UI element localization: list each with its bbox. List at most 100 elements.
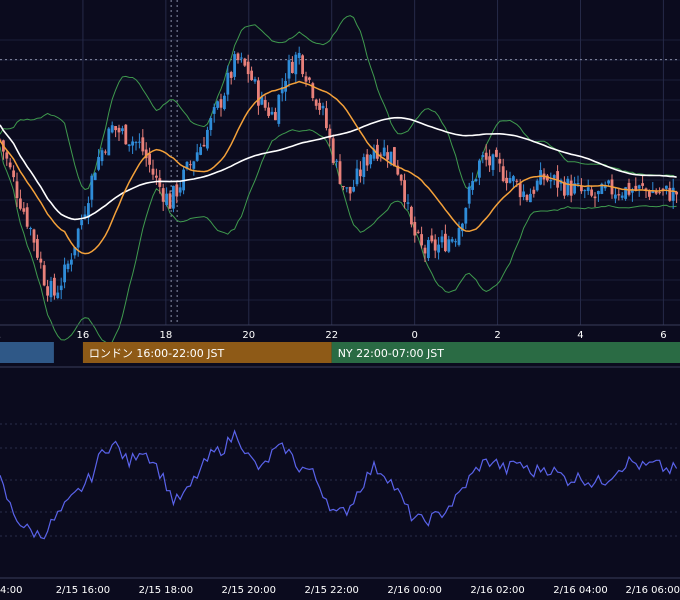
candle-body [590, 189, 593, 196]
candle-body [321, 105, 325, 109]
candle-body [15, 181, 19, 198]
candle-body [675, 191, 678, 195]
candle-body [342, 185, 345, 187]
candle-body [117, 127, 121, 133]
candle-body [393, 147, 396, 167]
candle-body [277, 94, 281, 124]
candle-body [229, 72, 233, 78]
candle-body [148, 153, 151, 165]
candle-body [178, 187, 182, 193]
candle-body [352, 186, 355, 192]
bollinger-bands [0, 15, 677, 346]
candle-body [501, 166, 505, 182]
candle-body [430, 235, 434, 242]
oscillator-x-tick-label: 2/16 02:00 [470, 585, 524, 596]
candle-body [185, 161, 189, 169]
candle-body [22, 208, 26, 212]
candle-body [76, 228, 80, 248]
candle-body [505, 177, 508, 184]
candle-body [5, 152, 9, 159]
candle-body [165, 193, 168, 205]
candle-body [131, 141, 134, 146]
candle-body [219, 99, 223, 108]
candle-body [355, 168, 359, 185]
candle-body [209, 118, 213, 130]
candle-body [457, 227, 461, 245]
candle-body [454, 241, 457, 243]
candle-body [471, 180, 474, 190]
candle-body [549, 180, 553, 182]
candle-body [529, 193, 532, 203]
candle-body [566, 178, 570, 196]
candle-body [433, 239, 437, 251]
candle-body [161, 188, 165, 202]
candle-body [172, 185, 175, 209]
candle-body [614, 194, 617, 199]
candle-body [202, 144, 206, 147]
candle-body [658, 192, 661, 194]
candle-body [586, 187, 590, 192]
candle-body [498, 158, 502, 164]
candle-body [637, 185, 641, 189]
candle-body [518, 183, 522, 198]
candle-body [491, 154, 495, 170]
candle-body [348, 186, 352, 194]
candle-body [291, 61, 294, 74]
candle-body [478, 160, 481, 178]
oscillator-x-tick-label: 2/16 06:00 [626, 585, 680, 596]
candle-body [335, 160, 338, 162]
candle-body [87, 203, 90, 218]
candle-body [216, 101, 219, 108]
candle-body [580, 185, 583, 192]
candle-body [597, 190, 600, 195]
candle-body [325, 108, 328, 129]
candle-body [634, 185, 638, 191]
candle-body [49, 280, 53, 298]
candle-body [233, 54, 236, 77]
candle-body [423, 247, 427, 254]
candle-body [195, 152, 199, 161]
candle-body [338, 161, 342, 184]
candle-body [406, 202, 410, 204]
candle-body [257, 80, 260, 106]
candle-body [274, 111, 277, 121]
candle-body [600, 183, 604, 194]
candle-body [631, 190, 634, 193]
candle-body [627, 182, 631, 195]
candle-body [141, 137, 145, 152]
candle-body [155, 175, 158, 178]
price-x-tick-label: 16 [77, 330, 90, 341]
candle-body [440, 236, 444, 243]
candle-body [593, 196, 597, 199]
candle-body [569, 180, 573, 196]
candle-body [450, 239, 454, 242]
candle-body [138, 141, 141, 143]
session-bar [331, 342, 680, 363]
candle-body [263, 99, 267, 108]
oscillator-x-tick-label: 2/15 18:00 [139, 585, 193, 596]
candle-body [525, 194, 529, 201]
candle-body [246, 61, 250, 75]
candle-body [464, 207, 468, 224]
price-x-tick-label: 4 [577, 330, 583, 341]
candle-body [427, 239, 430, 259]
candle-body [495, 149, 498, 157]
candle-body [151, 168, 155, 175]
candle-body [32, 229, 36, 243]
candle-body [389, 151, 393, 165]
candle-body [19, 198, 22, 209]
candle-body [56, 292, 60, 298]
candle-body [127, 144, 131, 147]
candle-body [114, 126, 117, 131]
candle-body [212, 107, 216, 114]
oscillator-panel [0, 423, 680, 540]
session-bar [82, 342, 332, 363]
candle-body [223, 95, 226, 110]
candle-body [267, 107, 270, 116]
candle-body [661, 188, 665, 190]
oscillator-x-tick-label: 2/15 16:00 [56, 585, 110, 596]
candle-body [134, 142, 138, 144]
candle-body [624, 187, 627, 199]
price-x-axis: . 16 18 20 22 0 2 4 6 [0, 324, 680, 341]
candle-body [396, 165, 400, 175]
